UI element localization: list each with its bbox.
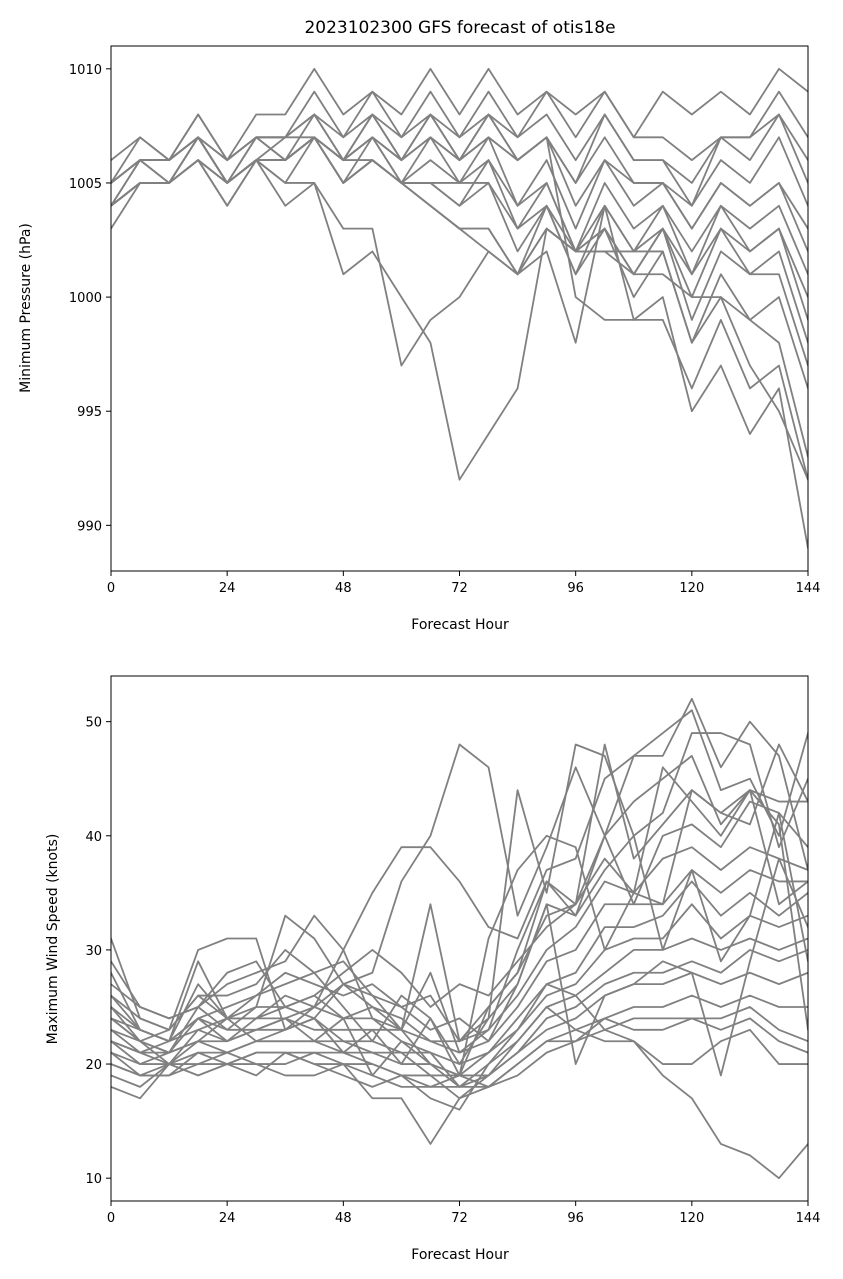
pressure-x-tick-label: 96 <box>567 581 584 596</box>
wind-x-tick-label: 24 <box>219 1211 236 1226</box>
wind-x-tick-label: 144 <box>796 1211 821 1226</box>
wind-x-tick-label: 72 <box>451 1211 468 1226</box>
pressure-x-tick-label: 72 <box>451 581 468 596</box>
wind-y-tick-label: 40 <box>85 830 102 845</box>
pressure-y-axis-label: Minimum Pressure (hPa) <box>18 223 34 393</box>
chart-title: 2023102300 GFS forecast of otis18e <box>304 18 615 38</box>
pressure-x-tick-label: 24 <box>219 581 236 596</box>
pressure-x-tick-label: 144 <box>796 581 821 596</box>
wind-y-tick-label: 20 <box>85 1058 102 1073</box>
wind-x-tick-label: 96 <box>567 1211 584 1226</box>
pressure-series-line-9 <box>111 136 808 321</box>
wind-y-axis-label: Maximum Wind Speed (knots) <box>45 834 61 1045</box>
wind-series-line-20 <box>111 857 808 1077</box>
pressure-y-tick-label: 1010 <box>69 63 102 78</box>
wind-x-tick-label: 48 <box>335 1211 352 1226</box>
pressure-y-tick-label: 990 <box>77 519 102 534</box>
wind-x-tick-label: 0 <box>107 1211 115 1226</box>
pressure-x-tick-label: 120 <box>679 581 704 596</box>
wind-panel: 0 24 48 72 96 120 144 10 20 30 40 50 <box>85 675 821 1226</box>
wind-series-line-0 <box>111 709 808 1031</box>
pressure-x-axis-label: Forecast Hour <box>411 617 509 633</box>
pressure-series-group <box>111 67 808 550</box>
wind-y-tick-label: 30 <box>85 944 102 959</box>
pressure-panel: 0 24 48 72 96 120 144 990 995 1000 1005 1010 <box>69 45 821 596</box>
pressure-x-tick-label: 0 <box>107 581 115 596</box>
wind-x-tick-label: 120 <box>679 1211 704 1226</box>
pressure-y-tick-label: 995 <box>77 405 102 420</box>
wind-series-line-18 <box>111 754 808 1020</box>
pressure-series-line-16 <box>111 136 808 481</box>
wind-x-axis-label: Forecast Hour <box>411 1247 509 1263</box>
wind-series-line-17 <box>111 983 808 1180</box>
pressure-y-tick-label: 1005 <box>69 177 102 192</box>
pressure-y-tick-label: 1000 <box>69 291 102 306</box>
wind-series-line-21 <box>111 812 808 1077</box>
wind-y-tick-label: 50 <box>85 716 102 731</box>
pressure-x-tick-label: 48 <box>335 581 352 596</box>
wind-y-tick-label: 10 <box>85 1172 102 1187</box>
wind-series-group <box>111 697 808 1180</box>
